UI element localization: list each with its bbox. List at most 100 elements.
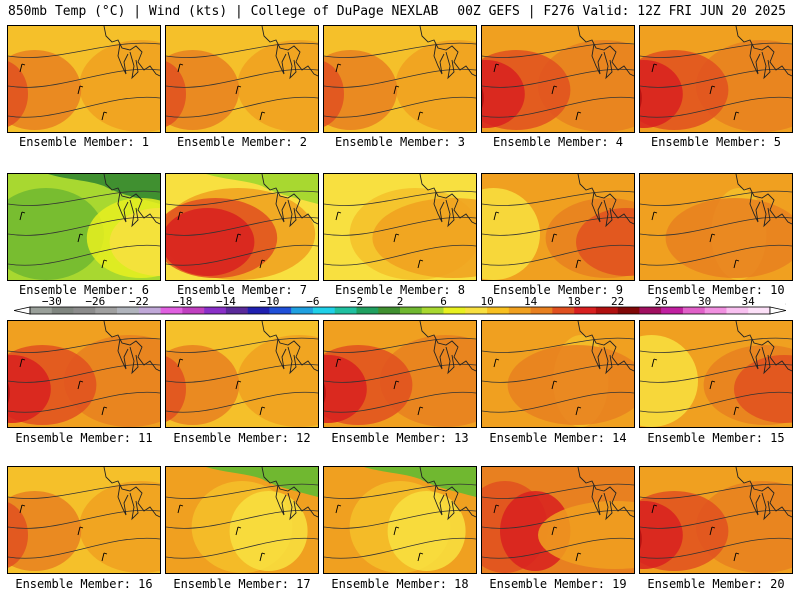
colorbar-label: 2 — [397, 297, 404, 308]
colorbar-label: −26 — [85, 297, 105, 308]
colorbar-label: 6 — [440, 297, 447, 308]
colorbar-label: 10 — [480, 297, 493, 308]
temperature-field — [8, 321, 160, 427]
colorbar-label: −10 — [259, 297, 279, 308]
ensemble-member-map-20 — [639, 466, 793, 574]
temperature-field — [324, 467, 476, 573]
ensemble-member-label-1: Ensemble Member: 1 — [18, 135, 150, 149]
colorbar-max-arrow — [769, 306, 786, 315]
colorbar-swatch — [182, 307, 205, 314]
ensemble-member-map-18 — [323, 466, 477, 574]
ensemble-member-label-11: Ensemble Member: 11 — [15, 431, 153, 445]
ensemble-member-map-1 — [7, 25, 161, 133]
colorbar-swatch — [617, 307, 640, 314]
colorbar-swatch — [574, 307, 597, 314]
temperature-field — [166, 467, 318, 573]
ensemble-member-label-19: Ensemble Member: 19 — [489, 577, 627, 591]
colorbar-swatch — [508, 307, 531, 314]
temperature-field — [640, 467, 792, 573]
colorbar-swatch — [465, 307, 488, 314]
temperature-field — [166, 26, 318, 132]
colorbar-label: −14 — [216, 297, 236, 308]
colorbar-swatch — [51, 307, 74, 314]
colorbar-swatch — [334, 307, 357, 314]
ensemble-member-map-13 — [323, 320, 477, 428]
colorbar-swatch — [356, 307, 379, 314]
colorbar-swatch — [748, 307, 771, 314]
ensemble-member-map-6 — [7, 173, 161, 281]
ensemble-member-label-6: Ensemble Member: 6 — [18, 283, 150, 297]
ensemble-member-map-14 — [481, 320, 635, 428]
colorbar-label: −6 — [306, 297, 319, 308]
colorbar-min-arrow — [14, 306, 31, 315]
ensemble-member-map-10 — [639, 173, 793, 281]
temperature-field — [640, 174, 792, 280]
temperature-field — [166, 321, 318, 427]
colorbar-swatch — [247, 307, 270, 314]
ensemble-member-label-4: Ensemble Member: 4 — [492, 135, 624, 149]
ensemble-member-label-15: Ensemble Member: 15 — [647, 431, 785, 445]
colorbar-label: 14 — [524, 297, 538, 308]
colorbar-swatch — [661, 307, 684, 314]
colorbar-swatch — [726, 307, 749, 314]
colorbar-swatch — [421, 307, 444, 314]
colorbar-label: 38 — [785, 297, 786, 308]
ensemble-member-label-2: Ensemble Member: 2 — [176, 135, 308, 149]
ensemble-member-label-7: Ensemble Member: 7 — [176, 283, 308, 297]
temperature-field — [482, 321, 634, 427]
temperature-field — [482, 174, 634, 280]
ensemble-member-map-2 — [165, 25, 319, 133]
colorbar-label: 26 — [655, 297, 668, 308]
colorbar-swatch — [225, 307, 248, 314]
colorbar-swatch — [95, 307, 118, 314]
colorbar-swatch — [204, 307, 227, 314]
map-title: 850mb Temp (°C) | Wind (kts) | College o… — [8, 4, 439, 19]
colorbar-swatch — [269, 307, 292, 314]
ensemble-member-map-4 — [481, 25, 635, 133]
ensemble-member-map-5 — [639, 25, 793, 133]
ensemble-member-label-14: Ensemble Member: 14 — [489, 431, 627, 445]
temperature-colorbar: −30−26−22−18−14−10−6−2261014182226303438… — [14, 297, 786, 315]
colorbar-swatch — [73, 307, 96, 314]
colorbar-swatch — [639, 307, 662, 314]
colorbar-label: 22 — [611, 297, 624, 308]
colorbar-swatch — [704, 307, 727, 314]
ensemble-member-map-12 — [165, 320, 319, 428]
colorbar-swatch — [552, 307, 575, 314]
temperature-field — [640, 26, 792, 132]
forecast-valid-time: 00Z GEFS | F276 Valid: 12Z FRI JUN 20 20… — [457, 4, 786, 19]
ensemble-member-label-8: Ensemble Member: 8 — [334, 283, 466, 297]
ensemble-member-map-11 — [7, 320, 161, 428]
ensemble-member-label-9: Ensemble Member: 9 — [492, 283, 624, 297]
ensemble-member-label-20: Ensemble Member: 20 — [647, 577, 785, 591]
temperature-field — [324, 174, 476, 280]
colorbar-swatch — [291, 307, 314, 314]
colorbar-swatch — [160, 307, 183, 314]
temperature-field — [8, 467, 160, 573]
colorbar-swatch — [378, 307, 401, 314]
colorbar-swatch — [443, 307, 466, 314]
ensemble-member-label-16: Ensemble Member: 16 — [15, 577, 153, 591]
colorbar-swatch — [117, 307, 140, 314]
colorbar-swatch — [530, 307, 553, 314]
ensemble-member-map-8 — [323, 173, 477, 281]
ensemble-member-label-18: Ensemble Member: 18 — [331, 577, 469, 591]
temperature-field — [482, 467, 634, 573]
ensemble-member-label-12: Ensemble Member: 12 — [173, 431, 311, 445]
ensemble-member-label-17: Ensemble Member: 17 — [173, 577, 311, 591]
ensemble-member-map-9 — [481, 173, 635, 281]
colorbar-label: −22 — [129, 297, 149, 308]
colorbar-label: 34 — [742, 297, 756, 308]
ensemble-member-label-3: Ensemble Member: 3 — [334, 135, 466, 149]
colorbar-swatch — [138, 307, 161, 314]
ensemble-member-map-19 — [481, 466, 635, 574]
temperature-field — [482, 26, 634, 132]
ensemble-member-map-3 — [323, 25, 477, 133]
colorbar-swatch — [400, 307, 423, 314]
colorbar-swatch — [682, 307, 705, 314]
colorbar-label: −30 — [42, 297, 62, 308]
colorbar-label: 18 — [567, 297, 580, 308]
ensemble-member-map-17 — [165, 466, 319, 574]
ensemble-member-label-13: Ensemble Member: 13 — [331, 431, 469, 445]
colorbar-label: −2 — [350, 297, 363, 308]
